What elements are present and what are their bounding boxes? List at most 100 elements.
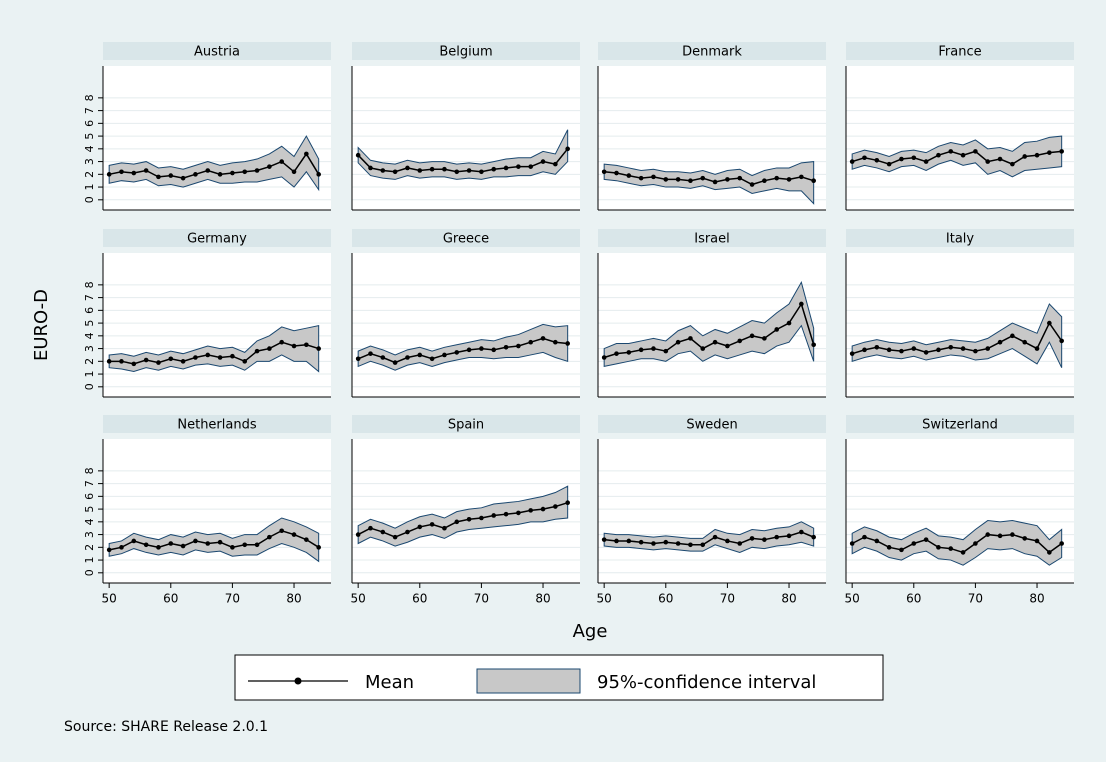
mean-point [614, 351, 619, 356]
mean-point [267, 164, 272, 169]
mean-point [380, 355, 386, 360]
mean-point [638, 539, 644, 545]
y-tick-label: 5 [83, 320, 96, 327]
mean-point [936, 347, 941, 353]
y-tick-label: 2 [83, 171, 96, 178]
mean-point [503, 511, 509, 517]
mean-point [688, 336, 693, 341]
mean-point [601, 537, 607, 542]
mean-point [106, 359, 112, 364]
mean-point [1022, 154, 1028, 159]
mean-point [540, 506, 546, 512]
panel-title: France [938, 45, 981, 60]
mean-point [1047, 150, 1052, 155]
mean-point [786, 533, 792, 539]
mean-point [516, 164, 521, 169]
mean-point [614, 170, 619, 176]
mean-point [217, 172, 223, 177]
ci-band [603, 521, 815, 553]
mean-point [811, 534, 816, 540]
mean-point [936, 152, 941, 158]
x-tick-label: 50 [351, 592, 366, 606]
mean-point [417, 524, 423, 530]
mean-point [1010, 333, 1015, 339]
mean-point [1047, 320, 1052, 326]
mean-point [985, 346, 991, 351]
mean-point [405, 165, 410, 171]
mean-point [688, 178, 693, 183]
mean-point [442, 352, 447, 358]
mean-point [217, 539, 223, 545]
mean-point [528, 508, 534, 513]
mean-point [1010, 532, 1015, 537]
mean-point [119, 545, 124, 550]
x-tick-label: 70 [474, 592, 489, 606]
x-tick-label: 50 [597, 592, 612, 606]
mean-point [106, 547, 112, 553]
y-tick-label: 5 [83, 506, 96, 513]
y-tick-label: 4 [83, 332, 96, 339]
strip [352, 229, 580, 247]
mean-point [886, 161, 892, 167]
panel-title: Belgium [439, 45, 492, 60]
mean-point [279, 339, 285, 345]
mean-point [417, 352, 423, 358]
mean-point [899, 547, 904, 553]
mean-point [230, 545, 235, 550]
strip [103, 42, 331, 60]
x-tick-label: 60 [163, 592, 178, 606]
strip [846, 415, 1074, 433]
legend-label: 95%-confidence interval [597, 672, 816, 693]
mean-point [997, 156, 1003, 162]
mean-point [712, 339, 718, 345]
mean-point [528, 164, 534, 169]
mean-point [553, 339, 558, 345]
mean-point [923, 350, 929, 355]
mean-point [960, 346, 966, 351]
strip [352, 415, 580, 433]
mean-point [849, 351, 855, 356]
mean-point [143, 168, 149, 173]
mean-point [355, 532, 361, 537]
mean-point [291, 343, 297, 349]
mean-point [911, 541, 917, 546]
mean-point [143, 542, 149, 548]
mean-point [368, 165, 373, 171]
mean-point [267, 534, 272, 540]
mean-point [516, 343, 521, 349]
mean-point [491, 166, 497, 172]
mean-point [193, 355, 198, 360]
mean-point [849, 541, 855, 546]
mean-point [380, 168, 386, 173]
mean-point [316, 346, 321, 351]
y-tick-label: 7 [83, 107, 96, 114]
panel-title: Germany [187, 232, 247, 247]
strip [598, 42, 826, 60]
strip [103, 415, 331, 433]
mean-point [405, 355, 410, 360]
mean-point [429, 522, 435, 527]
mean-point [651, 541, 656, 546]
mean-point [254, 168, 260, 173]
mean-point [601, 355, 607, 360]
mean-point [774, 327, 780, 332]
mean-point [1034, 346, 1040, 351]
mean-point [626, 173, 632, 178]
legend-label: Mean [365, 672, 414, 693]
mean-point [985, 159, 991, 164]
x-tick-label: 70 [968, 592, 983, 606]
x-tick-label: 80 [781, 592, 796, 606]
mean-point [131, 170, 137, 176]
panel-title: Denmark [682, 45, 742, 60]
ci-band [603, 281, 815, 368]
mean-point [565, 500, 570, 506]
mean-point [355, 152, 361, 158]
mean-point [279, 528, 285, 534]
mean-point [700, 542, 706, 548]
mean-point [762, 178, 767, 183]
mean-point [638, 347, 644, 353]
mean-point [205, 168, 211, 173]
mean-point [862, 155, 867, 161]
legend-marker [294, 677, 302, 685]
strip [598, 415, 826, 433]
